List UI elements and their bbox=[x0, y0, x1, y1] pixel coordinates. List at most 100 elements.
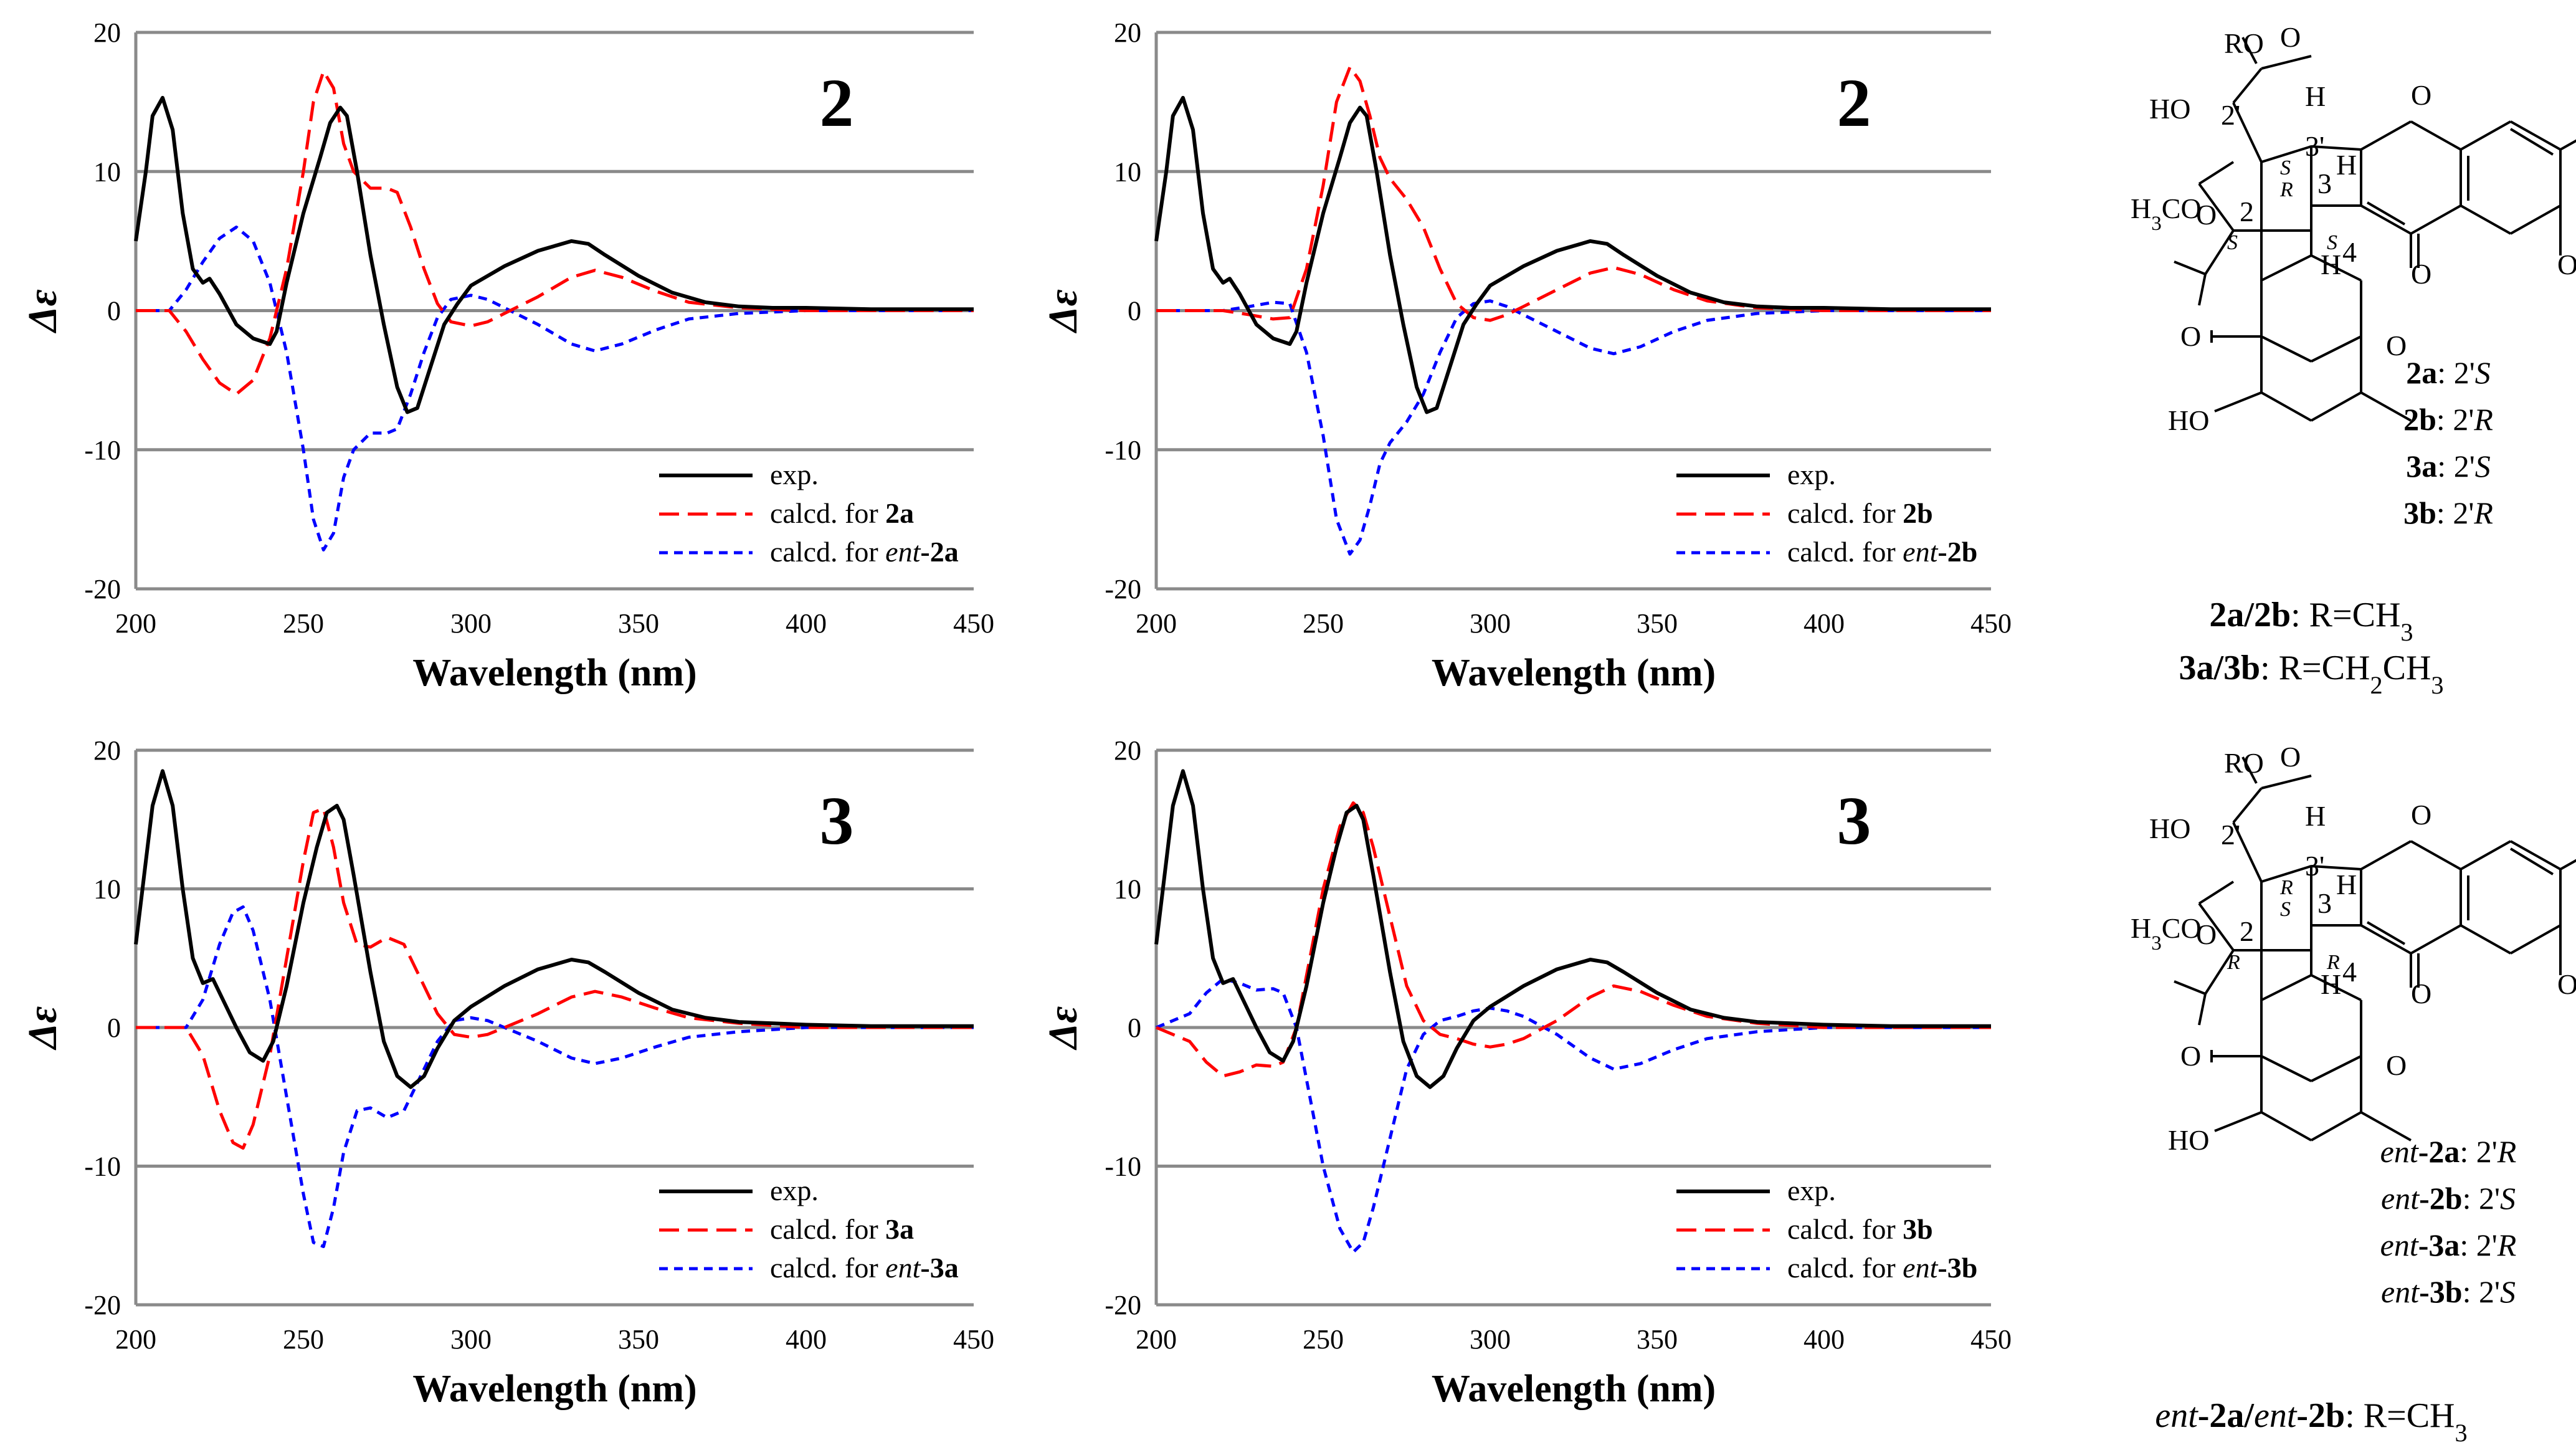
x-tick-label: 300 bbox=[450, 608, 492, 639]
atom-label: O bbox=[2411, 978, 2431, 1009]
y-tick-label: 0 bbox=[107, 296, 121, 327]
bond bbox=[2232, 102, 2263, 163]
y-tick-label: 10 bbox=[1114, 874, 1141, 905]
bond bbox=[2360, 120, 2412, 151]
chart-top-right: 20 10 0 -10 -20 200 250 300 350 400 450 Wavelength … bbox=[1040, 17, 2012, 694]
legend-entry: exp. bbox=[770, 1175, 819, 1206]
atom-label: 3 bbox=[2317, 887, 2332, 919]
atom-label: O bbox=[2386, 1049, 2407, 1081]
x-tick-label: 300 bbox=[450, 1324, 492, 1355]
compound-label: 2 bbox=[820, 65, 854, 141]
x-tick-label: 200 bbox=[115, 1324, 156, 1355]
atom-label: 3 bbox=[2317, 168, 2332, 199]
atom-label: HO bbox=[2168, 404, 2209, 436]
series-line-exp bbox=[134, 769, 974, 1089]
atom-label: HO bbox=[2149, 93, 2190, 125]
bond bbox=[2241, 756, 2258, 784]
bond bbox=[2510, 204, 2561, 235]
bond bbox=[2261, 335, 2312, 363]
bond bbox=[2232, 67, 2263, 104]
config-line: 3b: 2'R bbox=[2403, 495, 2493, 530]
atom-label: H bbox=[2321, 968, 2341, 1000]
bond bbox=[2509, 128, 2554, 156]
atom-label: RO bbox=[2224, 27, 2264, 59]
legend-entry: calcd. for 3a bbox=[770, 1213, 914, 1245]
bond bbox=[2261, 1111, 2312, 1142]
legend-entry: calcd. for ent-2b bbox=[1787, 536, 1977, 568]
x-tick-label: 350 bbox=[618, 608, 659, 639]
atom-label: O bbox=[2411, 258, 2431, 290]
y-tick-label: -10 bbox=[84, 435, 121, 465]
atom-label: O bbox=[2411, 79, 2431, 111]
bond bbox=[2460, 924, 2511, 955]
y-tick-label: 10 bbox=[93, 874, 121, 905]
x-tick-label: 450 bbox=[953, 608, 994, 639]
bond bbox=[2510, 840, 2561, 870]
bond bbox=[2509, 847, 2554, 875]
atom-label: R bbox=[2227, 951, 2240, 974]
atom-label: HO bbox=[2168, 1124, 2209, 1156]
bond bbox=[2198, 274, 2207, 306]
bond bbox=[2261, 974, 2312, 1001]
bond bbox=[2311, 254, 2362, 282]
x-tick-label: 250 bbox=[1303, 1324, 1344, 1355]
bond bbox=[2410, 204, 2461, 235]
atom-label: R bbox=[2326, 951, 2340, 974]
x-axis-title: Wavelength (nm) bbox=[1432, 1368, 1716, 1410]
bond bbox=[2261, 1055, 2312, 1082]
x-tick-label: 200 bbox=[115, 608, 156, 639]
x-tick-label: 450 bbox=[1970, 1324, 2012, 1355]
y-tick-label: -20 bbox=[1105, 574, 1141, 604]
x-tick-label: 300 bbox=[1470, 1324, 1511, 1355]
bond bbox=[2410, 924, 2461, 955]
bond bbox=[2214, 391, 2262, 413]
x-tick-label: 250 bbox=[283, 608, 324, 639]
bond bbox=[2232, 822, 2263, 882]
chart-bottom-right: 20 10 0 -10 -20 200 250 300 350 400 450 Wavelength … bbox=[1040, 735, 2012, 1410]
y-tick-label: 20 bbox=[93, 735, 121, 766]
y-tick-label: 20 bbox=[1114, 735, 1141, 766]
atom-label: S bbox=[2327, 231, 2337, 254]
legend-entry: exp. bbox=[1787, 1175, 1836, 1206]
atom-label: 2' bbox=[2221, 99, 2240, 131]
atom-label: H bbox=[2336, 149, 2357, 181]
compound-label: 3 bbox=[820, 783, 854, 859]
x-tick-label: 400 bbox=[1804, 608, 1845, 639]
bond bbox=[2261, 391, 2312, 422]
atom-label: R bbox=[2279, 876, 2293, 899]
atom-label: HO bbox=[2149, 813, 2190, 844]
bond bbox=[2198, 161, 2235, 185]
atom-label: H bbox=[2305, 80, 2326, 112]
bond bbox=[2360, 1111, 2412, 1142]
atom-label: OH bbox=[2557, 968, 2576, 1000]
atom-label: O bbox=[2411, 799, 2431, 831]
bond bbox=[2198, 183, 2235, 232]
bond bbox=[2232, 787, 2263, 824]
atom-label: 3' bbox=[2305, 850, 2324, 882]
atom-label: O bbox=[2386, 330, 2407, 361]
x-axis-title: Wavelength (nm) bbox=[412, 1368, 696, 1410]
bond bbox=[2460, 840, 2511, 870]
legend-entry: calcd. for 2b bbox=[1787, 497, 1933, 529]
y-tick-label: 10 bbox=[93, 156, 121, 187]
y-axis-title: Δε bbox=[20, 289, 65, 333]
y-tick-label: -20 bbox=[84, 1290, 121, 1320]
bond bbox=[2311, 865, 2362, 870]
y-tick-label: 0 bbox=[107, 1013, 121, 1043]
x-tick-label: 200 bbox=[1136, 1324, 1177, 1355]
x-axis-title: Wavelength (nm) bbox=[1432, 652, 1716, 694]
bond bbox=[2311, 335, 2362, 363]
bond bbox=[2214, 1111, 2262, 1132]
series-line-calcd bbox=[1156, 65, 1991, 322]
series-line-calcd bbox=[136, 70, 974, 396]
series-line-exp bbox=[134, 95, 974, 414]
chart-bottom-left: 20 10 0 -10 -20 200 250 300 350 400 450 Wavelength … bbox=[20, 735, 994, 1410]
atom-label: O bbox=[2196, 199, 2217, 231]
y-tick-label: 0 bbox=[1128, 1013, 1141, 1043]
bond bbox=[2560, 139, 2576, 151]
compound-label: 3 bbox=[1837, 783, 1871, 859]
atom-label: O bbox=[2196, 918, 2217, 950]
bond bbox=[2460, 120, 2511, 151]
